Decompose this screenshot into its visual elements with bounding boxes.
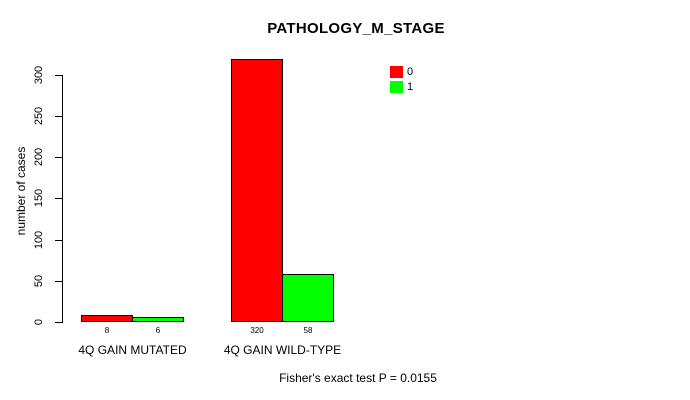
chart-title: PATHOLOGY_M_STAGE bbox=[267, 20, 445, 37]
y-tick-mark bbox=[55, 198, 62, 199]
legend-entry: 0 bbox=[390, 66, 450, 81]
bar-value-label: 58 bbox=[303, 326, 313, 335]
y-tick-label: 100 bbox=[33, 230, 45, 250]
category-label: 4Q GAIN WILD-TYPE bbox=[223, 343, 342, 357]
legend-swatch bbox=[390, 81, 403, 93]
y-tick-label: 0 bbox=[33, 318, 45, 326]
y-tick-mark bbox=[55, 281, 62, 282]
bar-0-mutated bbox=[81, 315, 133, 322]
y-tick-mark bbox=[55, 75, 62, 76]
y-axis-label: number of cases bbox=[14, 146, 28, 236]
y-tick-label: 300 bbox=[33, 65, 45, 85]
y-tick-label: 200 bbox=[33, 147, 45, 167]
y-tick-mark bbox=[55, 157, 62, 158]
category-label: 4Q GAIN MUTATED bbox=[78, 343, 187, 357]
y-tick-mark bbox=[55, 322, 62, 323]
bar-value-label: 8 bbox=[104, 326, 110, 335]
y-tick-label: 150 bbox=[33, 188, 45, 208]
y-tick-label: 50 bbox=[33, 274, 45, 288]
legend-entry: 1 bbox=[390, 81, 450, 96]
legend-swatch bbox=[390, 66, 403, 78]
legend-label: 0 bbox=[407, 66, 414, 78]
footer-stat-text: Fisher's exact test P = 0.0155 bbox=[279, 371, 437, 385]
bar-value-label: 320 bbox=[250, 326, 264, 335]
bar-1-mutated bbox=[132, 317, 184, 322]
bar-0-wild-type bbox=[231, 59, 283, 322]
bar-1-wild-type bbox=[282, 274, 334, 322]
legend-label: 1 bbox=[407, 81, 414, 93]
y-tick-mark bbox=[55, 116, 62, 117]
y-tick-label: 250 bbox=[33, 106, 45, 126]
bar-value-label: 6 bbox=[155, 326, 161, 335]
y-tick-mark bbox=[55, 240, 62, 241]
y-axis-line bbox=[62, 75, 63, 323]
